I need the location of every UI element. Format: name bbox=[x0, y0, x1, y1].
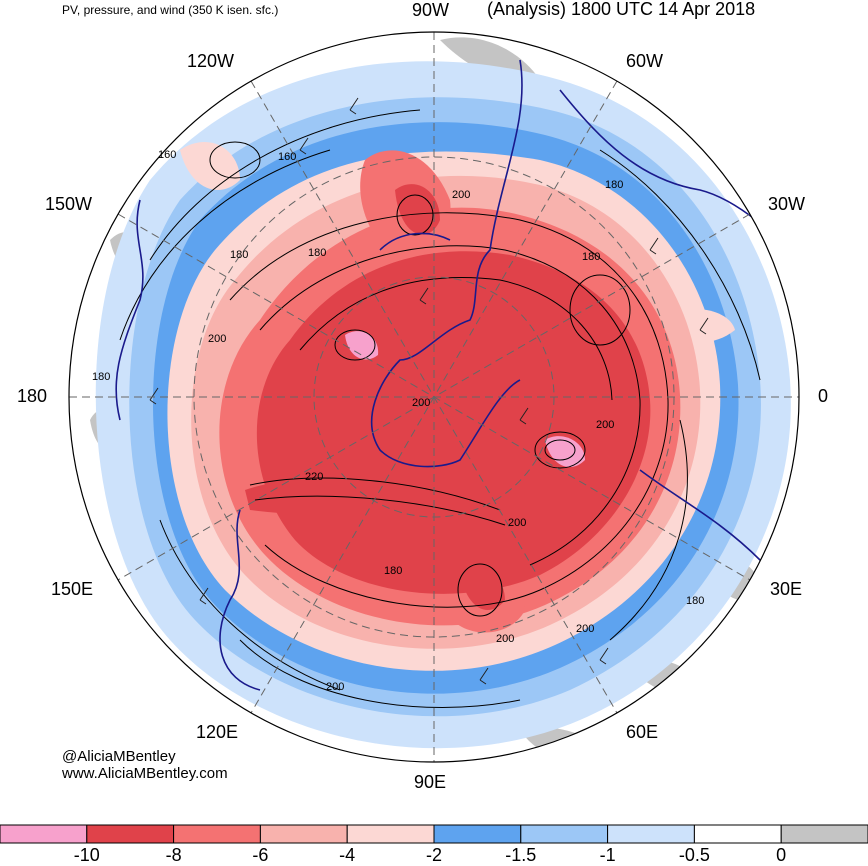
colorbar-tick-label: -6 bbox=[252, 845, 269, 865]
polar-map: 160 160 180 200 180 200 200 180 180 200 … bbox=[68, 31, 800, 763]
lon-label-120e: 120E bbox=[196, 722, 239, 742]
contour-label: 200 bbox=[208, 333, 226, 345]
colorbar-swatch bbox=[693, 824, 782, 844]
colorbar-swatch bbox=[173, 824, 261, 844]
colorbar-tick-label: 0 bbox=[776, 845, 787, 865]
lon-label-180: 180 bbox=[17, 386, 48, 406]
contour-labels: 160 160 180 200 180 200 200 180 180 200 … bbox=[92, 149, 704, 693]
colorbar-swatch bbox=[520, 824, 609, 844]
colorbar-swatch bbox=[607, 824, 695, 844]
pressure-contours bbox=[119, 109, 761, 708]
map-title: (Analysis) 1800 UTC 14 Apr 2018 bbox=[487, 0, 756, 19]
colorbar-swatch bbox=[259, 824, 348, 844]
contour-label: 180 bbox=[605, 179, 623, 191]
lon-label-150w: 150W bbox=[45, 194, 93, 214]
contour-label: 220 bbox=[305, 471, 323, 483]
colorbar-swatch bbox=[0, 824, 88, 844]
graticule bbox=[69, 32, 799, 762]
credit-handle: @AliciaMBentley bbox=[62, 748, 176, 765]
lon-label-150e: 150E bbox=[51, 579, 94, 599]
contour-label: 180 bbox=[384, 565, 402, 577]
contour-label: 200 bbox=[496, 633, 514, 645]
map-subtitle: PV, pressure, and wind (350 K isen. sfc.… bbox=[62, 3, 279, 17]
contour-label: 180 bbox=[582, 251, 600, 263]
credit-website: www.AliciaMBentley.com bbox=[62, 765, 228, 782]
contour-label: 200 bbox=[596, 419, 614, 431]
contour-label: 200 bbox=[326, 681, 344, 693]
colorbar-tick-label: -8 bbox=[165, 845, 182, 865]
colorbar-swatch bbox=[346, 824, 435, 844]
lon-label-30w: 30W bbox=[768, 194, 806, 214]
lon-label-60e: 60E bbox=[626, 722, 659, 742]
lon-label-0: 0 bbox=[818, 386, 829, 406]
contour-label: 160 bbox=[278, 151, 296, 163]
contour-label: 180 bbox=[308, 247, 326, 259]
contour-label: 180 bbox=[92, 371, 110, 383]
colorbar-tick-label: -0.5 bbox=[678, 845, 710, 865]
contour-label: 200 bbox=[412, 397, 430, 409]
colorbar bbox=[0, 824, 868, 844]
lon-label-90e: 90E bbox=[414, 772, 447, 792]
lon-label-30e: 30E bbox=[770, 579, 803, 599]
colorbar-tick-label: -2 bbox=[425, 845, 443, 865]
wind-barbs bbox=[149, 97, 709, 685]
contour-label: 180 bbox=[686, 595, 704, 607]
lon-label-60w: 60W bbox=[626, 51, 664, 71]
colorbar-tick-label: -4 bbox=[339, 845, 356, 865]
contour-label: 200 bbox=[576, 623, 594, 635]
colorbar-tick-label: -10 bbox=[73, 845, 100, 865]
lon-label-90w: 90W bbox=[412, 0, 450, 20]
colorbar-tick-label: -1 bbox=[599, 845, 616, 865]
colorbar-tick-label: -1.5 bbox=[505, 845, 537, 865]
lon-label-120w: 120W bbox=[187, 51, 235, 71]
map-border bbox=[68, 31, 800, 763]
contour-label: 160 bbox=[158, 149, 176, 161]
colorbar-swatch bbox=[86, 824, 175, 844]
colorbar-swatch bbox=[780, 824, 868, 844]
contour-label: 200 bbox=[508, 517, 526, 529]
contour-label: 200 bbox=[452, 189, 470, 201]
contour-label: 180 bbox=[230, 249, 248, 261]
colorbar-swatch bbox=[433, 824, 522, 844]
